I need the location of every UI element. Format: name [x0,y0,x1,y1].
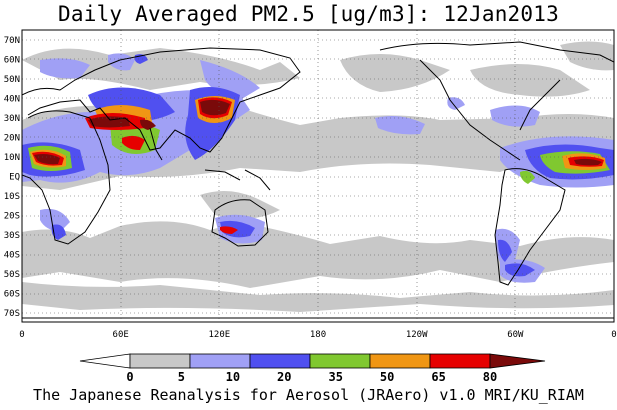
colorbar-swatch [309,353,371,369]
longitude-label: 120W [406,330,428,340]
latitude-label: 50S [4,270,20,280]
longitude-axis: 0 60E 120E 180 120W 60W 0 [19,330,616,340]
colorbar: 0 5 10 20 35 50 65 80 [79,353,546,384]
latitude-label: EQ [9,173,20,183]
colorbar-swatch [129,353,191,369]
latitude-label: 40N [4,95,20,105]
latitude-label: 20N [4,134,20,144]
colorbar-label: 10 [226,370,240,384]
colorbar-swatch [369,353,431,369]
pm25-field [22,30,614,322]
longitude-label: 0 [19,330,24,340]
map-grid [22,30,614,322]
latitude-label: 50N [4,75,20,85]
colorbar-label: 80 [483,370,497,384]
colorbar-swatch [189,353,251,369]
pm25-level-80-plus [34,99,602,166]
colorbar-label: 35 [328,370,342,384]
colorbar-label: 5 [178,370,185,384]
latitude-label: 40S [4,251,20,261]
latitude-label: 70S [4,309,20,319]
longitude-label: 0 [611,330,616,340]
latitude-label: 70N [4,36,20,46]
colorbar-label: 65 [431,370,445,384]
latitude-label: 60N [4,56,20,66]
latitude-label: 10N [4,153,20,163]
map-title: Daily Averaged PM2.5 [ug/m3]: 12Jan2013 [58,2,559,26]
colorbar-label: 0 [126,370,133,384]
map-frame [21,29,615,323]
latitude-label: 20S [4,212,20,222]
latitude-label: 30N [4,114,20,124]
colorbar-swatch [429,353,491,369]
colorbar-arrow-low [79,353,131,369]
colorbar-arrow-high [489,353,546,369]
footer-credit: The Japanese Reanalysis for Aerosol (JRA… [33,386,584,404]
longitude-label: 60W [507,330,524,340]
longitude-label: 120E [208,330,230,340]
colorbar-swatch [249,353,311,369]
latitude-axis: 70N 60N 50N 40N 30N 20N 10N EQ 10S 20S 30S 40S 50S 60… [4,36,20,319]
longitude-label: 180 [310,330,326,340]
colorbar-label: 20 [277,370,291,384]
colorbar-label: 50 [380,370,394,384]
longitude-label: 60E [113,330,129,340]
latitude-label: 30S [4,231,20,241]
latitude-label: 60S [4,290,20,300]
latitude-label: 10S [4,192,20,202]
